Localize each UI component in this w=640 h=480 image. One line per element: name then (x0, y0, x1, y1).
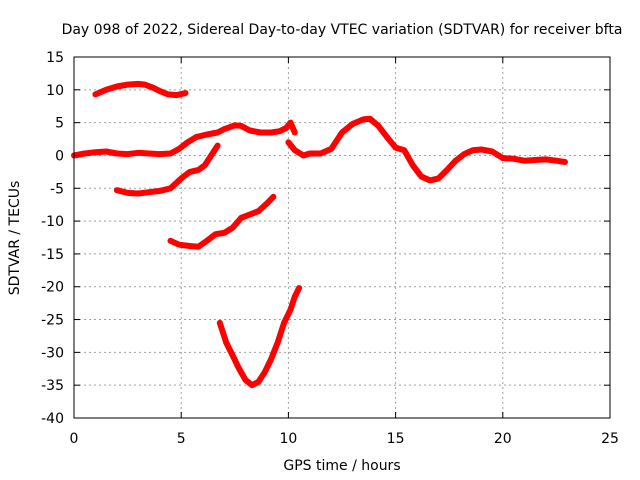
grid-layer (74, 57, 610, 418)
y-tick-label: 0 (55, 148, 64, 164)
y-axis-label: SDTVAR / TECUs (7, 181, 23, 296)
y-tick-label: -10 (41, 214, 64, 230)
x-tick-label: 20 (494, 431, 512, 447)
y-tick-label: 5 (55, 116, 64, 132)
series-arc-6 (216, 285, 303, 389)
series-arc-3 (285, 115, 568, 184)
y-tick-label: 10 (46, 83, 64, 99)
x-tick-label: 5 (177, 431, 186, 447)
y-tick-label: -15 (41, 247, 64, 263)
series-arc-5 (167, 193, 277, 250)
x-tick-label: 15 (387, 431, 405, 447)
tick-layer: 0 5 10 15 20 25 -40 -35 -30 -25 -20 -15 -10 -5 0 5 10 15 (41, 50, 619, 447)
series-arc-1 (92, 80, 189, 99)
y-tick-label: -35 (41, 378, 64, 394)
series-layer (71, 80, 568, 389)
series-arc-4 (113, 142, 221, 197)
series-arc-2 (71, 119, 298, 159)
y-tick-label: 15 (46, 50, 64, 66)
chart-title: Day 098 of 2022, Sidereal Day-to-day VTE… (62, 22, 623, 38)
x-tick-label: 25 (601, 431, 619, 447)
y-tick-label: -20 (41, 280, 64, 296)
x-tick-label: 10 (279, 431, 297, 447)
y-tick-label: -5 (50, 181, 64, 197)
y-tick-label: -25 (41, 313, 64, 329)
x-axis-label: GPS time / hours (283, 458, 400, 474)
plot-frame (73, 56, 611, 419)
x-tick-label: 0 (70, 431, 79, 447)
y-tick-label: -30 (41, 345, 64, 361)
y-tick-label: -40 (41, 411, 64, 427)
